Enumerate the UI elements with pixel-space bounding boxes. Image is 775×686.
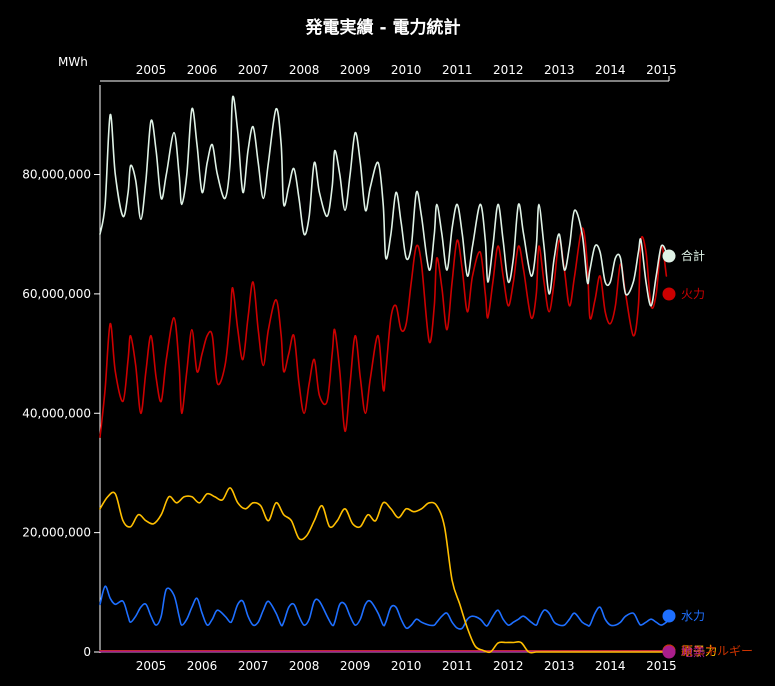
x-tick-label-top: 2010	[391, 63, 422, 77]
x-tick-label-top: 2006	[187, 63, 218, 77]
series-line-1	[99, 227, 668, 438]
x-tick-label-bottom: 2014	[595, 659, 626, 673]
legend-marker-0	[662, 249, 676, 263]
y-tick-label: 60,000,000	[22, 287, 91, 301]
x-tick-label-top: 2008	[289, 63, 320, 77]
x-tick-label-top: 2005	[136, 63, 167, 77]
x-tick-label-bottom: 2006	[187, 659, 218, 673]
y-tick-label: 80,000,000	[22, 168, 91, 182]
series-line-2	[99, 487, 668, 654]
x-tick-label-bottom: 2007	[238, 659, 269, 673]
x-tick-label-bottom: 2013	[544, 659, 575, 673]
legend-label-5: 地熱	[681, 645, 705, 659]
axes: 0 20,000,000 40,000,000 60,000,000 80,000,00…	[22, 63, 676, 673]
x-tick-label-top: 2011	[442, 63, 473, 77]
legend-item-5[interactable]: 地熱	[662, 645, 706, 659]
legend-label-4: 新エネルギー	[681, 643, 753, 658]
legend-item-0[interactable]: 合計	[662, 248, 706, 263]
legend-marker-5	[662, 645, 676, 659]
x-tick-label-bottom: 2005	[136, 659, 167, 673]
x-tick-label-top: 2015	[646, 63, 677, 77]
legend-label-0: 合計	[681, 248, 705, 263]
x-tick-label-top: 2007	[238, 63, 269, 77]
y-tick-label: 40,000,000	[22, 406, 91, 420]
series-line-3	[99, 585, 668, 630]
x-tick-label-bottom: 2009	[340, 659, 371, 673]
legend-label-1: 火力	[681, 287, 705, 301]
series-line-0	[99, 95, 668, 307]
x-tick-label-top: 2013	[544, 63, 575, 77]
legend-label-2: 原子力	[681, 644, 717, 658]
x-tick-label-bottom: 2010	[391, 659, 422, 673]
x-tick-label-bottom: 2011	[442, 659, 473, 673]
x-tick-label-top: 2014	[595, 63, 626, 77]
x-tick-label-bottom: 2012	[493, 659, 524, 673]
y-tick-label: 0	[83, 645, 91, 659]
legend-item-1[interactable]: 火力	[662, 287, 706, 301]
x-tick-label-bottom: 2008	[289, 659, 320, 673]
y-unit-label: MWh	[58, 55, 88, 69]
legend-marker-1	[662, 287, 676, 301]
chart-title: 発電実績 - 電力統計	[305, 17, 461, 38]
series-group	[99, 95, 668, 654]
legend-item-3[interactable]: 水力	[662, 609, 706, 623]
y-tick-label: 20,000,000	[22, 526, 91, 540]
legend-marker-3	[662, 609, 676, 623]
legend-label-3: 水力	[681, 609, 705, 623]
x-tick-label-bottom: 2015	[646, 659, 677, 673]
x-tick-label-top: 2009	[340, 63, 371, 77]
x-tick-label-top: 2012	[493, 63, 524, 77]
legend-item-4[interactable]: 新エネルギー	[662, 643, 754, 658]
